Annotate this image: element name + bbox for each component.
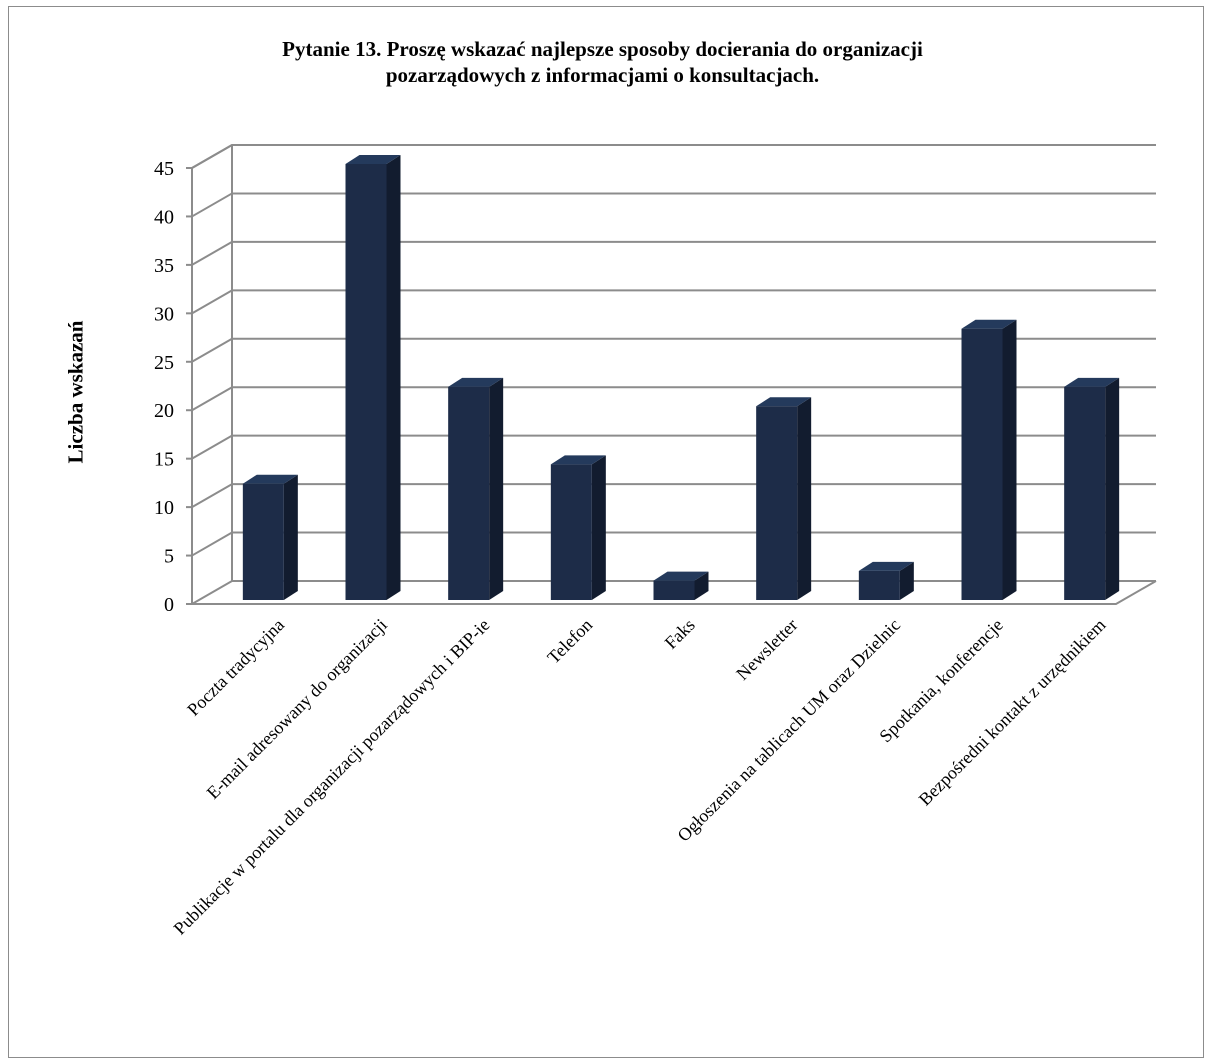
gridline bbox=[191, 289, 1156, 315]
bar-top bbox=[756, 397, 812, 407]
bar-side bbox=[694, 571, 709, 600]
y-tick-label: 10 bbox=[154, 497, 174, 519]
bar-side bbox=[1105, 377, 1120, 600]
bar-side bbox=[386, 155, 401, 600]
y-tick-label: 35 bbox=[154, 255, 174, 277]
bar bbox=[550, 464, 592, 600]
y-tick-label: 15 bbox=[154, 449, 174, 471]
y-tick-label: 0 bbox=[164, 594, 174, 616]
bar bbox=[961, 328, 1003, 600]
chart-title-line-1: Pytanie 13. Proszę wskazać najlepsze spo… bbox=[282, 37, 923, 61]
bar bbox=[858, 570, 900, 600]
bar bbox=[756, 406, 798, 600]
x-category-label: Ogłoszenia na tablicach UM oraz Dzielnic bbox=[673, 615, 904, 846]
gridline bbox=[191, 240, 1156, 266]
bar-top bbox=[242, 474, 298, 484]
gridline bbox=[191, 337, 1156, 363]
gridline bbox=[191, 192, 1156, 218]
bar-side bbox=[489, 377, 504, 600]
gridline bbox=[191, 580, 1156, 605]
bar-side bbox=[283, 474, 298, 600]
x-category-label: Telefon bbox=[543, 615, 596, 668]
bar-top bbox=[345, 155, 401, 164]
bar bbox=[242, 483, 284, 600]
y-tick-label: 45 bbox=[154, 158, 174, 180]
bar bbox=[653, 580, 695, 600]
x-category-label: Faks bbox=[661, 615, 699, 653]
y-tick-label: 25 bbox=[154, 352, 174, 374]
chart-title-line-2: pozarządowych z informacjami o konsultac… bbox=[385, 63, 820, 87]
bar-top bbox=[448, 377, 504, 387]
chart-title: Pytanie 13. Proszę wskazać najlepsze spo… bbox=[0, 36, 1205, 88]
bar-top bbox=[1064, 377, 1120, 387]
gridline bbox=[191, 483, 1156, 508]
bar-side bbox=[899, 561, 914, 600]
bar-top bbox=[653, 571, 709, 581]
bar bbox=[345, 164, 387, 600]
x-category-label: E-mail adresowany do organizacji bbox=[203, 615, 391, 803]
bar-top bbox=[858, 561, 914, 571]
bar bbox=[448, 386, 490, 600]
chart-frame bbox=[8, 6, 1204, 1058]
bar-side bbox=[797, 397, 812, 600]
y-tick-label: 40 bbox=[154, 206, 174, 228]
x-category-label: Poczta tradycyjna bbox=[183, 615, 288, 720]
bar-side bbox=[591, 455, 606, 600]
bar-top bbox=[961, 319, 1017, 329]
gridline bbox=[191, 531, 1156, 557]
bar-side bbox=[1002, 319, 1017, 600]
y-tick-label: 5 bbox=[164, 546, 174, 568]
gridline bbox=[191, 386, 1156, 412]
gridline bbox=[191, 434, 1156, 460]
bar-top bbox=[550, 455, 606, 465]
x-category-label: Newsletter bbox=[732, 615, 801, 684]
y-tick-label: 30 bbox=[154, 303, 174, 325]
bar bbox=[1064, 386, 1106, 600]
x-category-label: Bezpośredni kontakt z urzędnikiem bbox=[915, 615, 1110, 810]
y-tick-label: 20 bbox=[154, 400, 174, 422]
gridline bbox=[191, 144, 1156, 169]
